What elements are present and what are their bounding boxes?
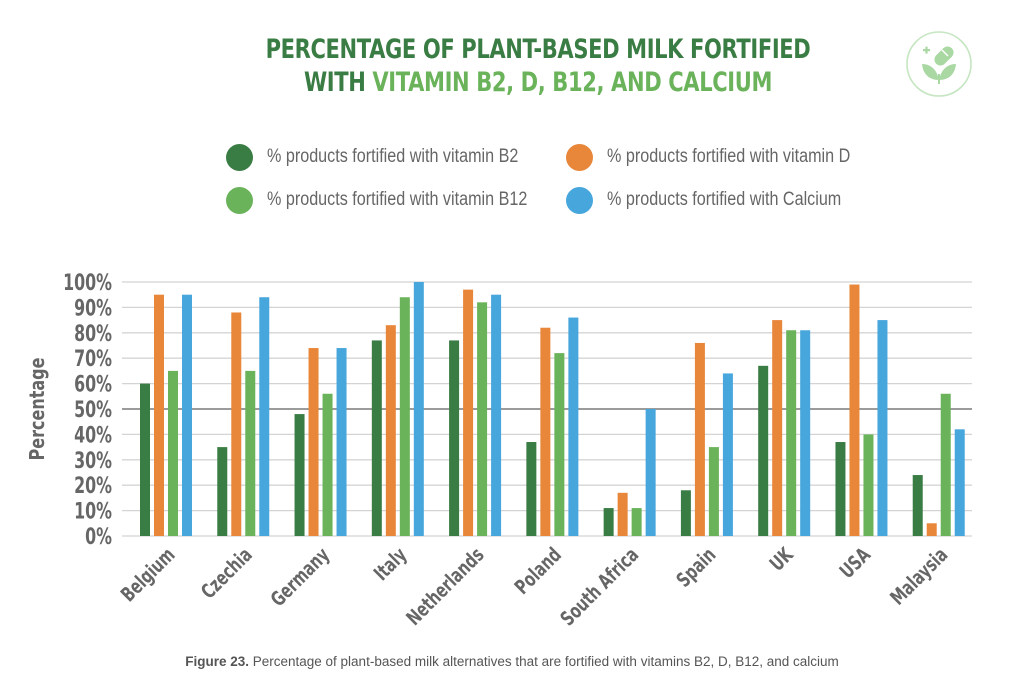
title-line-1: PERCENTAGE OF PLANT-BASED MILK FORTIFIED [265,34,811,65]
legend-swatch-b12 [226,186,253,214]
x-tick-label: Belgium [117,544,180,607]
legend-item-calcium: % products fortified with Calcium [566,186,883,214]
bar-b12 [168,370,178,536]
x-tick-label: USA [836,544,876,584]
bar-calcium [491,294,502,536]
bar-d [540,327,551,536]
bar-d [617,492,628,536]
legend-swatch-d [566,143,593,171]
bar-b2 [526,442,537,536]
y-axis-label: Percentage [26,358,49,461]
bar-calcium [182,294,192,536]
bar-b2 [217,447,228,536]
bar-calcium [954,429,965,536]
bar-b2 [835,442,846,536]
x-tick-label: South Africa [557,544,644,631]
bar-b2 [140,383,150,536]
bar-d [154,294,164,536]
bar-b12 [322,393,333,536]
bar-b2 [294,414,305,536]
y-tick-label: 0% [85,523,112,549]
x-tick-label: Netherlands [403,544,490,631]
bar-calcium [336,348,347,536]
x-tick-label: Malaysia [886,544,952,610]
legend-item-b12: % products fortified with vitamin B12 [226,186,573,214]
legend-swatch-calcium [566,186,593,214]
y-tick-label: 70% [74,346,112,372]
x-tick-label: Germany [267,543,335,611]
bar-b12 [708,447,719,536]
title-line-2: WITH VITAMIN B2, D, B12, AND CALCIUM [118,66,957,99]
bar-d [926,523,937,536]
bar-b2 [758,365,769,536]
bars [140,282,965,536]
bar-calcium [413,282,424,536]
bar-b2 [371,340,382,536]
y-axis-ticks: 0%10%20%30%40%50%60%70%80%90%100% [63,269,112,549]
y-tick-label: 100% [63,269,112,295]
legend-swatch-b2 [226,143,253,171]
y-tick-label: 50% [74,396,112,422]
bar-b2 [603,508,614,536]
title-line-2-highlight: VITAMIN B2, D, B12, AND CALCIUM [372,67,773,98]
title-line-2-prefix: WITH [303,67,373,98]
bar-calcium [877,320,888,536]
legend-label-b2: % products fortified with vitamin B2 [267,146,519,167]
x-tick-label: Poland [511,544,567,600]
y-tick-label: 20% [74,473,112,499]
figure-caption: Figure 23. Percentage of plant-based mil… [0,654,1024,669]
bar-d [849,284,860,536]
bar-d [463,289,474,536]
bar-calcium [722,373,733,536]
legend-label-b12: % products fortified with vitamin B12 [267,189,528,210]
bar-d [308,348,319,536]
bar-b12 [940,393,951,536]
y-tick-label: 80% [74,320,112,346]
bar-b12 [245,370,256,536]
bar-b2 [680,490,691,536]
legend-label-d: % products fortified with vitamin D [607,146,851,167]
bar-b2 [912,475,923,536]
bar-calcium [259,297,270,536]
bar-calcium [800,330,811,536]
x-tick-label: UK [766,543,799,576]
y-tick-label: 90% [74,295,112,321]
y-tick-label: 40% [74,422,112,448]
bar-b12 [399,297,410,536]
bar-b12 [477,302,488,536]
y-tick-label: 60% [74,371,112,397]
legend-label-calcium: % products fortified with Calcium [607,189,842,210]
bar-b12 [863,434,874,536]
bar-d [694,342,705,536]
bar-b12 [554,353,565,536]
plant-pill-icon [906,31,972,97]
y-tick-label: 30% [74,447,112,473]
bar-d [231,312,242,536]
caption-text: Percentage of plant-based milk alternati… [248,654,839,669]
bar-b12 [786,330,797,536]
x-tick-label: Italy [370,543,412,585]
bar-calcium [568,317,579,536]
chart-title: PERCENTAGE OF PLANT-BASED MILK FORTIFIED… [118,33,957,99]
bar-d [772,320,783,536]
legend-item-d: % products fortified with vitamin D [566,143,893,171]
x-tick-label: Spain [673,544,721,592]
legend-item-b2: % products fortified with vitamin B2 [226,143,563,171]
caption-label: Figure 23. [185,654,249,669]
y-tick-label: 10% [74,498,112,524]
bar-calcium [645,409,656,536]
x-tick-label: Czechia [197,544,257,604]
bar-b2 [449,340,460,536]
bar-chart: 0%10%20%30%40%50%60%70%80%90%100% Belgiu… [26,269,972,631]
bar-b12 [631,508,642,536]
bar-d [385,325,396,536]
